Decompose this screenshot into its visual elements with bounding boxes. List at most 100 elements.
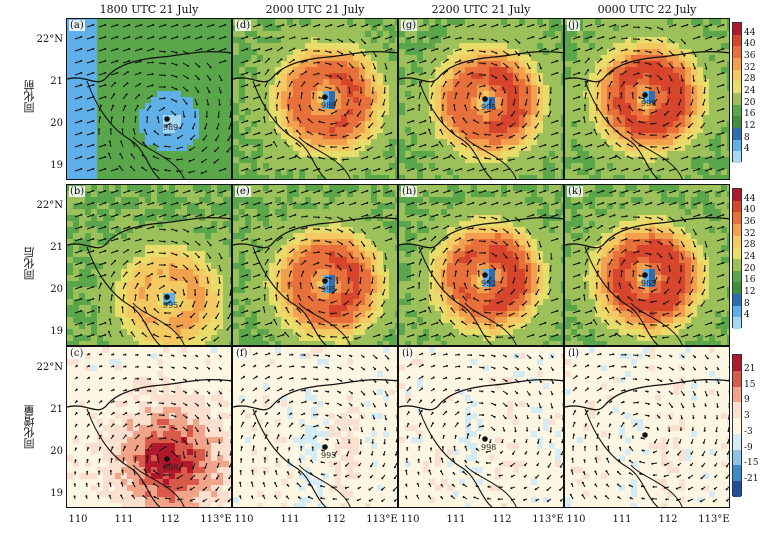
- y-tick-label: 19: [50, 326, 63, 337]
- colorbar-tick-label: 32: [744, 62, 756, 73]
- map-panel: (c) 989: [66, 346, 232, 508]
- map-panel: (k) 985: [564, 184, 730, 346]
- colorbar-segment: [733, 258, 741, 271]
- panel-label: (c): [69, 348, 85, 359]
- colorbar-tick-label: 16: [744, 109, 756, 120]
- colorbar-segment: [733, 189, 741, 201]
- colorbar-tick-label: 8: [744, 132, 750, 143]
- panel-label: (i): [401, 348, 415, 359]
- colorbar-tick-label: 4: [744, 310, 750, 321]
- pressure-annotation: 998: [481, 443, 497, 452]
- colorbar-segment: [733, 81, 741, 93]
- panel-label: (l): [567, 348, 581, 359]
- colorbar-segment: [733, 46, 741, 58]
- map-field: [399, 19, 563, 179]
- map-panel: (d) 989: [232, 18, 398, 180]
- colorbar-segment: [733, 402, 741, 419]
- map-field: [67, 185, 231, 345]
- x-tick-label: 113°E: [532, 514, 564, 525]
- colorbar-segment: [733, 247, 741, 259]
- map-panel: (g) 995: [398, 18, 564, 180]
- pressure-annotation: 985: [641, 279, 657, 288]
- colorbar-tick-label: 21: [744, 363, 756, 374]
- pressure-annotation: 989: [163, 463, 179, 472]
- panel-label: (e): [235, 186, 251, 197]
- colorbar-segment: [733, 418, 741, 434]
- colorbar-segment: [733, 293, 741, 306]
- colorbar-segment: [733, 370, 741, 387]
- x-tick-label: 112: [658, 514, 678, 525]
- x-tick-label: 110: [400, 514, 420, 525]
- map-field: [67, 347, 231, 507]
- colorbar-segment: [733, 449, 741, 466]
- colorbar-tick-label: 20: [744, 97, 756, 108]
- colorbar-tick-label: 4: [744, 144, 750, 155]
- map-field: [565, 185, 729, 345]
- map-panel: (b) 995: [66, 184, 232, 346]
- colorbar-segment: [733, 282, 741, 294]
- y-tick-label: 22°N: [36, 200, 63, 211]
- x-tick-label: 111: [612, 514, 632, 525]
- col-title-2: 2000 UTC 21 July: [265, 3, 365, 16]
- colorbar-segment: [733, 386, 741, 403]
- panel-label: (f): [235, 348, 249, 359]
- map-panel: (a) 989: [66, 18, 232, 180]
- map-panel: (l): [564, 346, 730, 508]
- y-tick-label: 20: [50, 446, 63, 457]
- colorbar-tick-label: 3: [744, 411, 750, 422]
- colorbar-segment: [733, 127, 741, 140]
- colorbar-tick-label: 9: [744, 395, 750, 406]
- colorbar-segment: [733, 69, 741, 82]
- colorbar-tick-label: 44: [744, 193, 756, 204]
- y-tick-label: 20: [50, 284, 63, 295]
- pressure-annotation: 992: [481, 279, 497, 288]
- colorbar-segment: [733, 139, 741, 152]
- colorbar-tick-label: 44: [744, 27, 756, 38]
- colorbar-tick-label: -9: [744, 442, 753, 453]
- y-tick-label: 20: [50, 118, 63, 129]
- colorbar-segment: [733, 355, 741, 371]
- map-field: [399, 347, 563, 507]
- pressure-annotation: 995: [481, 103, 497, 112]
- colorbar-tick-label: 20: [744, 263, 756, 274]
- panel-label: (j): [567, 20, 580, 31]
- y-tick-label: 19: [50, 160, 63, 171]
- pressure-annotation: 989: [321, 101, 337, 110]
- colorbar-tick-label: 36: [744, 51, 756, 61]
- colorbar-segment: [733, 235, 741, 248]
- colorbar: [732, 22, 742, 163]
- x-tick-label: 111: [280, 514, 300, 525]
- colorbar-segment: [733, 151, 741, 163]
- colorbar-segment: [733, 34, 741, 47]
- col-title-1: 1800 UTC 21 July: [99, 3, 199, 16]
- colorbar-segment: [733, 481, 741, 497]
- colorbar-segment: [733, 305, 741, 318]
- colorbar-segment: [733, 223, 741, 236]
- y-tick-label: 21: [50, 242, 63, 253]
- colorbar-tick-label: 16: [744, 275, 756, 286]
- panel-label: (g): [401, 20, 418, 31]
- map-field: [67, 19, 231, 179]
- colorbar-tick-label: 28: [744, 74, 756, 85]
- x-tick-label: 113°E: [200, 514, 232, 525]
- x-tick-label: 111: [446, 514, 466, 525]
- map-field: [399, 185, 563, 345]
- colorbar: [732, 188, 742, 329]
- colorbar: [732, 354, 742, 497]
- x-tick-label: 113°E: [366, 514, 398, 525]
- y-tick-label: 22°N: [36, 362, 63, 373]
- colorbar-tick-label: 24: [744, 86, 756, 96]
- x-tick-label: 112: [160, 514, 180, 525]
- colorbar-segment: [733, 433, 741, 450]
- colorbar-tick-label: 8: [744, 298, 750, 309]
- colorbar-tick-label: 12: [744, 287, 756, 297]
- colorbar-tick-label: 15: [744, 379, 756, 390]
- x-tick-label: 112: [326, 514, 346, 525]
- colorbar-segment: [733, 92, 741, 105]
- y-tick-label: 21: [50, 76, 63, 87]
- x-tick-label: 110: [68, 514, 88, 525]
- map-field: [233, 185, 397, 345]
- y-tick-label: 22°N: [36, 34, 63, 45]
- y-tick-label: 19: [50, 488, 63, 499]
- colorbar-tick-label: 40: [744, 39, 756, 50]
